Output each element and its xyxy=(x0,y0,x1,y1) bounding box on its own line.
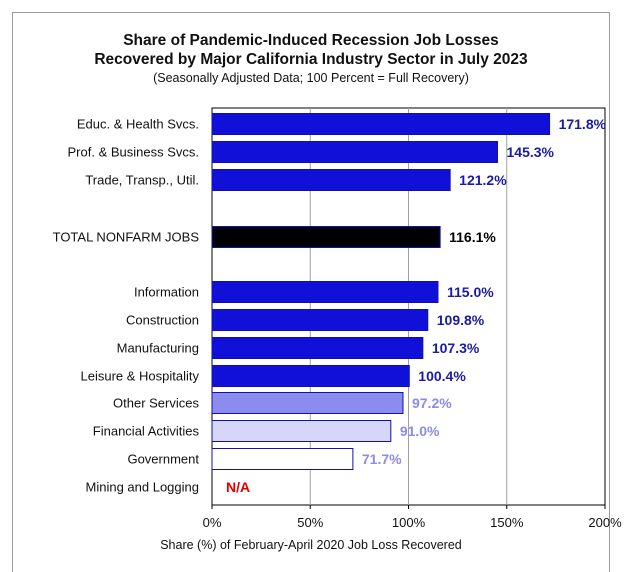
bar xyxy=(211,448,354,470)
bar-chart: 0% 50% 100% 150% 200% Educ. & Health Svcs. 171… xyxy=(53,107,622,530)
category-label: Trade, Transp., Util. xyxy=(85,173,199,188)
bar xyxy=(211,226,441,248)
category-label: Construction xyxy=(126,313,199,328)
x-tick-label: 0% xyxy=(203,515,222,530)
data-label: N/A xyxy=(226,479,250,495)
category-label: TOTAL NONFARM JOBS xyxy=(53,230,200,245)
bar xyxy=(211,309,429,331)
category-label: Information xyxy=(134,285,199,300)
chart-frame xyxy=(12,12,610,572)
category-label: Prof. & Business Svcs. xyxy=(68,145,200,160)
bar xyxy=(211,169,451,191)
data-label: 97.2% xyxy=(412,395,452,411)
category-label: Mining and Logging xyxy=(86,480,199,495)
category-label: Leisure & Hospitality xyxy=(81,369,200,384)
x-tick-label: 100% xyxy=(392,515,426,530)
bar xyxy=(211,420,392,442)
category-label: Government xyxy=(127,452,199,467)
chart-title-line-1: Share of Pandemic-Induced Recession Job … xyxy=(123,32,499,49)
x-tick-label: 50% xyxy=(297,515,323,530)
x-tick-label: 200% xyxy=(588,515,622,530)
data-label: 109.8% xyxy=(437,312,485,328)
chart-subtitle: (Seasonally Adjusted Data; 100 Percent =… xyxy=(153,71,469,85)
data-label: 116.1% xyxy=(449,229,496,245)
bar xyxy=(211,392,404,414)
category-label: Manufacturing xyxy=(117,341,199,356)
category-label: Educ. & Health Svcs. xyxy=(77,117,199,132)
bar xyxy=(211,337,424,359)
data-label: 91.0% xyxy=(400,423,440,439)
data-label: 100.4% xyxy=(418,368,466,384)
bar xyxy=(211,365,410,387)
data-label: 107.3% xyxy=(432,340,480,356)
x-axis-label: Share (%) of February-April 2020 Job Los… xyxy=(160,538,462,552)
bar xyxy=(211,113,551,135)
data-label: 171.8% xyxy=(559,116,607,132)
chart-title-line-2: Recovered by Major California Industry S… xyxy=(94,51,528,68)
category-label: Other Services xyxy=(113,396,199,411)
category-label: Financial Activities xyxy=(93,424,200,439)
bar xyxy=(211,281,439,303)
data-label: 121.2% xyxy=(459,172,507,188)
bar xyxy=(211,141,499,163)
data-label: 145.3% xyxy=(507,144,555,160)
data-label: 115.0% xyxy=(447,284,494,300)
x-tick-label: 150% xyxy=(490,515,524,530)
data-label: 71.7% xyxy=(362,451,402,467)
